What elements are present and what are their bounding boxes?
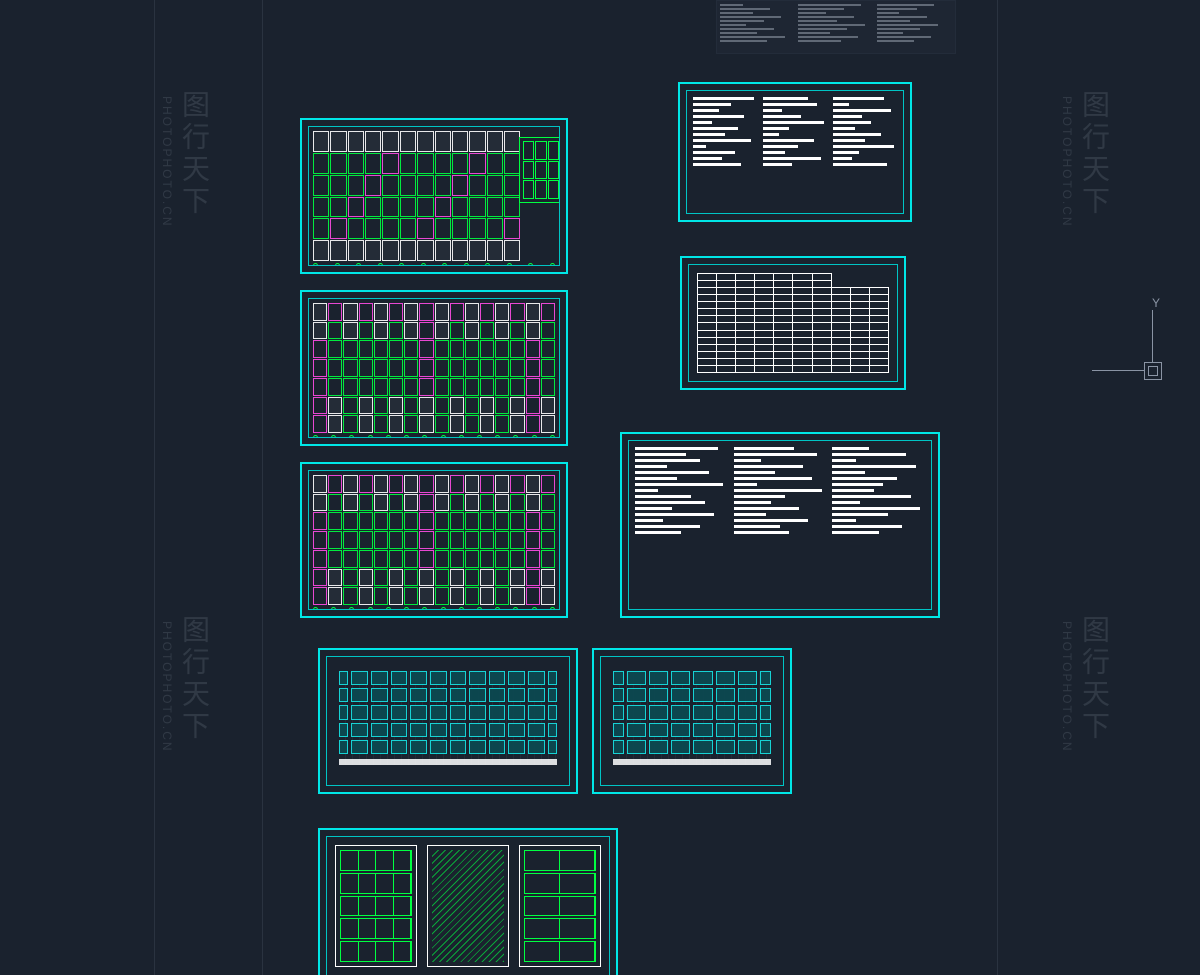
guide-line: [262, 0, 263, 975]
drawing-frame-floorplan-1[interactable]: [300, 118, 568, 274]
drawing-content: [308, 470, 560, 610]
watermark: 图行天下PHOTOPHOTO.CN: [1060, 615, 1114, 753]
layout-preview-thumbnail: [716, 0, 956, 54]
guide-line: [997, 0, 998, 975]
drawing-frame-elevation-1[interactable]: [318, 648, 578, 794]
drawing-frame-table-sheet[interactable]: [680, 256, 906, 390]
drawing-content: [600, 656, 784, 786]
ucs-icon[interactable]: Y: [1082, 300, 1162, 380]
cad-model-space[interactable]: 图行天下PHOTOPHOTO.CN 图行天下PHOTOPHOTO.CN 图行天下PH…: [0, 0, 1200, 975]
drawing-frame-notes-sheet-1[interactable]: [678, 82, 912, 222]
drawing-content: [326, 836, 610, 975]
ucs-y-label: Y: [1152, 296, 1160, 310]
drawing-content: [688, 264, 898, 382]
drawing-frame-notes-sheet-2[interactable]: [620, 432, 940, 618]
drawing-content: [686, 90, 904, 214]
drawing-frame-section-stair[interactable]: [318, 828, 618, 975]
drawing-content: [308, 126, 560, 266]
watermark: 图行天下PHOTOPHOTO.CN: [160, 615, 214, 753]
drawing-content: [628, 440, 932, 610]
guide-line: [154, 0, 155, 975]
drawing-content: [308, 298, 560, 438]
drawing-content: [326, 656, 570, 786]
drawing-frame-floorplan-3[interactable]: [300, 462, 568, 618]
watermark: 图行天下PHOTOPHOTO.CN: [160, 90, 214, 228]
drawing-frame-floorplan-2[interactable]: [300, 290, 568, 446]
drawing-frame-elevation-2[interactable]: [592, 648, 792, 794]
watermark: 图行天下PHOTOPHOTO.CN: [1060, 90, 1114, 228]
